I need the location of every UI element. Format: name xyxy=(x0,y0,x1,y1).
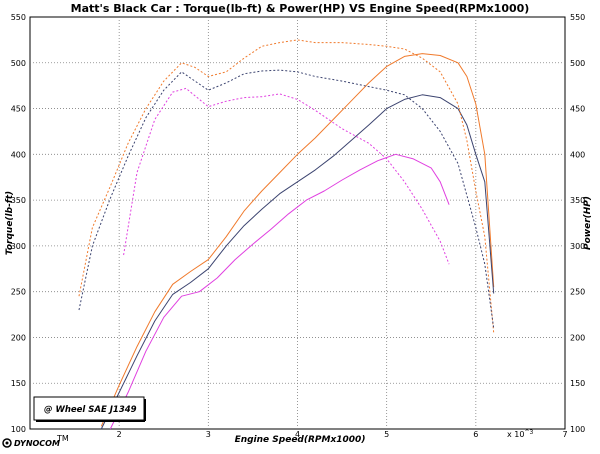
chart-title: Matt's Black Car : Torque(lb-ft) & Power… xyxy=(71,2,530,15)
y-tick-label-right: 350 xyxy=(570,196,585,205)
x-tick-label: 4 xyxy=(295,430,300,439)
torque-line-4 xyxy=(78,69,495,329)
y-tick-label-left: 300 xyxy=(11,242,26,251)
y-tick-label-left: 450 xyxy=(11,105,26,114)
y-tick-label-left: 150 xyxy=(11,379,26,388)
y-axis-label-right: Power(HP) xyxy=(583,196,593,250)
y-tick-label-left: 200 xyxy=(11,333,26,342)
power-line-0 xyxy=(100,53,495,427)
x-multiplier-label: x 10^3 xyxy=(507,429,533,439)
x-tick-label: 7 xyxy=(562,430,567,439)
power-line-1 xyxy=(100,94,495,430)
torque-line-3 xyxy=(78,39,495,333)
y-tick-label-right: 100 xyxy=(570,425,585,434)
x-tick-label: 2 xyxy=(117,430,122,439)
y-tick-label-left: 550 xyxy=(11,13,26,22)
y-tick-label-right: 200 xyxy=(570,333,585,342)
y-tick-label-left: 250 xyxy=(11,288,26,297)
svg-text:TM: TM xyxy=(56,434,69,443)
y-tick-label-left: 500 xyxy=(11,59,26,68)
y-tick-label-left: 350 xyxy=(11,196,26,205)
y-tick-label-right: 550 xyxy=(570,13,585,22)
plot-area xyxy=(29,16,566,430)
y-tick-label-right: 300 xyxy=(570,242,585,251)
brand-name: DYNOCOM xyxy=(14,439,60,448)
y-axis-label-left: Torque(lb-ft) xyxy=(5,191,15,255)
brand-logo: DYNOCOM TM xyxy=(2,434,69,448)
y-tick-label-left: 100 xyxy=(11,425,26,434)
annotation-box: @ Wheel SAE J1349 xyxy=(33,396,146,422)
x-tick-label: 3 xyxy=(206,430,211,439)
y-tick-label-left: 400 xyxy=(11,150,26,159)
x-axis-label: Engine Speed(RPMx1000) xyxy=(235,435,366,445)
y-tick-label-right: 250 xyxy=(570,288,585,297)
y-tick-label-right: 150 xyxy=(570,379,585,388)
y-tick-label-right: 450 xyxy=(570,105,585,114)
x-tick-label: 6 xyxy=(473,430,478,439)
annotation-text: @ Wheel SAE J1349 xyxy=(44,405,137,415)
series-group xyxy=(78,39,495,430)
y-tick-label-right: 400 xyxy=(570,150,585,159)
y-tick-label-right: 500 xyxy=(570,59,585,68)
x-tick-label: 5 xyxy=(384,430,389,439)
power-line-2 xyxy=(109,153,450,430)
